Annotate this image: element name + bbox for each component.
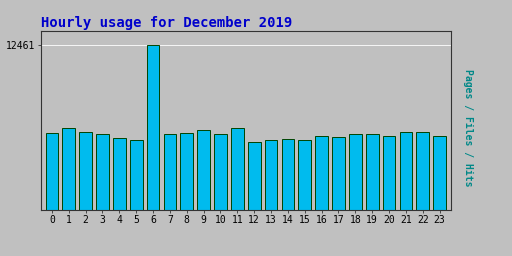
Bar	[147, 45, 159, 210]
Text: Hourly usage for December 2019: Hourly usage for December 2019	[41, 16, 292, 29]
Bar	[433, 136, 446, 210]
Bar	[298, 140, 311, 210]
Bar	[399, 132, 412, 210]
Bar	[46, 133, 58, 210]
Bar	[315, 136, 328, 210]
Bar	[62, 128, 75, 210]
Bar	[180, 133, 193, 210]
Bar	[130, 140, 142, 210]
Bar	[164, 134, 176, 210]
Bar	[382, 136, 395, 210]
Bar	[248, 142, 261, 210]
Bar	[416, 132, 429, 210]
Text: Pages / Files / Hits: Pages / Files / Hits	[463, 69, 474, 187]
Bar	[282, 139, 294, 210]
Bar	[197, 130, 210, 210]
Bar	[265, 140, 278, 210]
Bar	[96, 134, 109, 210]
Bar	[79, 132, 92, 210]
Bar	[332, 137, 345, 210]
Bar	[113, 138, 125, 210]
Bar	[231, 128, 244, 210]
Bar	[349, 134, 361, 210]
Bar	[214, 134, 227, 210]
Bar	[366, 134, 378, 210]
